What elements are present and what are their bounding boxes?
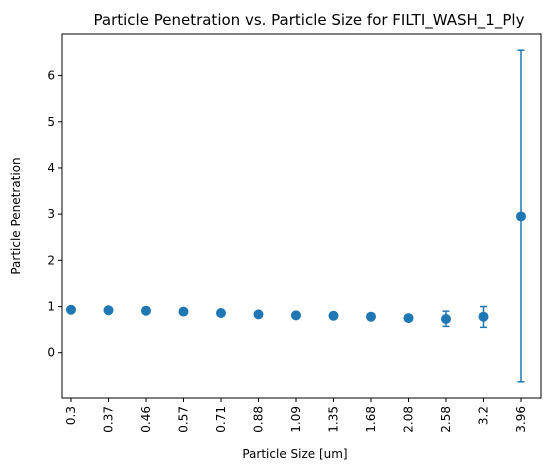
data-point (66, 304, 76, 315)
x-tick-label: 0.3 (64, 406, 78, 425)
data-point (366, 311, 376, 322)
data-point (178, 306, 189, 317)
x-tick-label: 1.09 (289, 406, 303, 433)
y-axis-label: Particle Penetration (9, 157, 23, 274)
x-tick-label: 3.96 (514, 406, 528, 433)
data-point (141, 305, 151, 316)
y-tick-label: 5 (47, 115, 55, 129)
data-point (478, 311, 489, 322)
plot-area: 0 1 2 3 4 5 6 0.3 0.37 0.46 0.57 0.71 0.88 1.09 1.35 1.… (47, 49, 528, 433)
data-point (516, 211, 526, 222)
plot-frame (61, 33, 542, 399)
data-point (328, 310, 339, 321)
x-tick-label: 3.2 (477, 406, 491, 425)
x-tick-label: 0.37 (102, 406, 116, 433)
x-tick-label: 1.68 (364, 406, 378, 433)
data-point (216, 308, 226, 319)
y-tick-label: 1 (47, 300, 55, 314)
x-tick-label: 0.46 (139, 406, 153, 433)
x-tick-label: 0.88 (252, 406, 266, 433)
x-axis-label: Particle Size [um] (242, 447, 347, 461)
y-tick-label: 2 (47, 253, 55, 267)
data-point (441, 314, 451, 325)
data-point (253, 309, 264, 320)
data-point (103, 305, 114, 316)
y-tick-label: 4 (47, 161, 55, 175)
x-tick-label: 2.08 (402, 406, 416, 433)
x-tick-label: 0.57 (177, 406, 191, 433)
x-tick-label: 2.58 (439, 406, 453, 433)
y-tick-label: 6 (47, 69, 55, 83)
data-point (403, 313, 414, 324)
x-tick-label: 0.71 (214, 406, 228, 433)
data-point (291, 310, 301, 321)
x-tick-label: 1.35 (327, 406, 341, 433)
y-tick-label: 0 (47, 346, 55, 360)
chart-title: Particle Penetration vs. Particle Size f… (94, 11, 525, 30)
y-tick-label: 3 (47, 207, 55, 221)
